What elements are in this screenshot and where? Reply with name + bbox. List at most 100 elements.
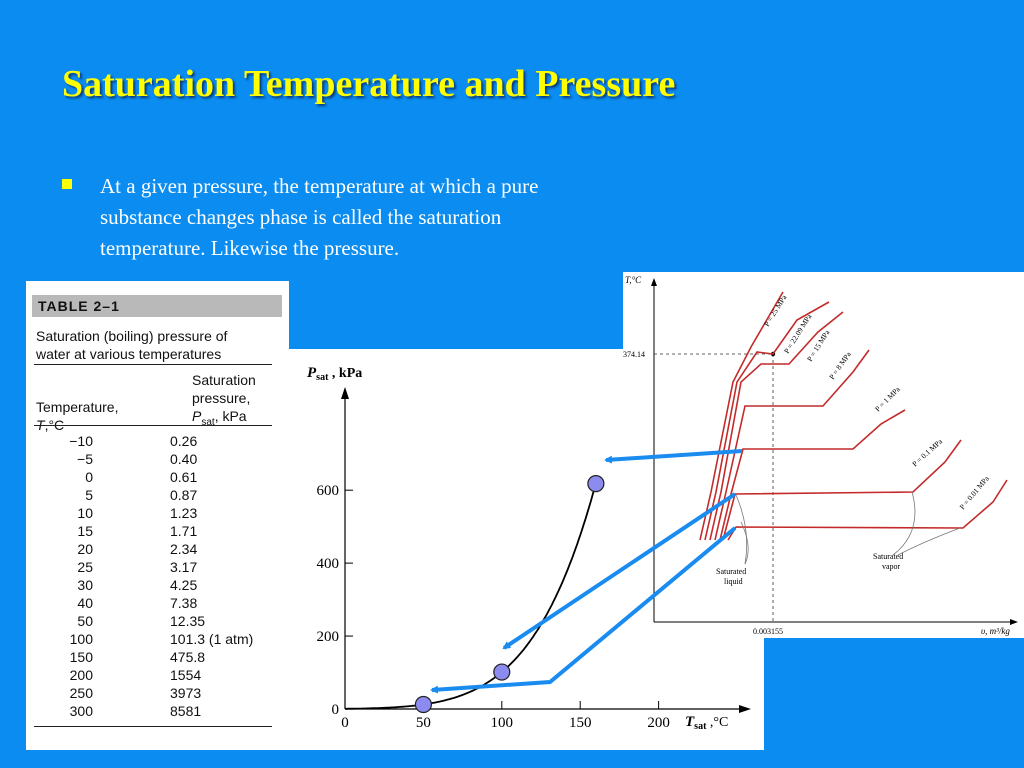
sat-liquid-label-2: liquid xyxy=(724,577,743,586)
table-cell-temperature: 40 xyxy=(77,595,93,611)
bullet-text: At a given pressure, the temperature at … xyxy=(100,174,539,260)
table-heading: TABLE 2–1 xyxy=(32,295,282,317)
table-cell-pressure: 1.23 xyxy=(170,505,198,521)
table-cell-temperature: 25 xyxy=(77,559,93,575)
slide-title: Saturation Temperature and Pressure xyxy=(62,63,676,105)
tv-v-axis-label: υ, m³/kg xyxy=(981,626,1010,636)
col-pressure-label-1: Saturation xyxy=(192,372,256,388)
graph-ticks: 0 200 400 600 0 50 100 150 200 xyxy=(317,483,670,731)
isobar-line xyxy=(699,291,784,541)
isobar-label: P = 0.01 MPa xyxy=(958,474,992,512)
saturation-table: TABLE 2–1 Saturation (boiling) pressure … xyxy=(26,281,289,750)
isobar-label: P = 0.1 MPa xyxy=(910,436,944,468)
table-cell-temperature: 20 xyxy=(77,541,93,557)
col-temperature-label: Temperature, xyxy=(36,399,119,415)
isobar-line xyxy=(704,301,830,541)
table-cell-pressure: 4.25 xyxy=(170,577,198,593)
table-row: −10 0.26 xyxy=(26,432,289,450)
table-column-temperature-header: Temperature, T,°C xyxy=(36,398,118,434)
table-cell-temperature: 15 xyxy=(77,523,93,539)
sat-vapor-pointer xyxy=(892,491,916,556)
table-caption: Saturation (boiling) pressure of water a… xyxy=(36,327,276,363)
table-row: 10 1.23 xyxy=(26,504,289,522)
graph-y-label: Psat , kPa xyxy=(307,365,362,383)
graph-y-tick-label: 0 xyxy=(332,702,340,718)
col-pressure-symbol: Psat, kPa xyxy=(192,407,256,432)
sat-vapor-pointer-2 xyxy=(897,527,961,556)
graph-y-arrow-icon xyxy=(341,387,349,399)
table-cell-temperature: 30 xyxy=(77,577,93,593)
graph-x-tick-label: 0 xyxy=(341,715,349,731)
table-cell-temperature: −10 xyxy=(69,433,93,449)
critical-vol-label: 0.003155 xyxy=(753,627,783,636)
graph-x-tick-label: 100 xyxy=(491,715,514,731)
table-cell-temperature: 50 xyxy=(77,613,93,629)
isobar-label: P = 25 MPa xyxy=(762,293,789,328)
critical-temp-label: 374.14 xyxy=(623,350,645,359)
pressure-symbol: P xyxy=(192,408,202,424)
table-cell-temperature: 0 xyxy=(85,469,93,485)
table-row: 150 475.8 xyxy=(26,648,289,666)
isobar-label: P = 15 MPa xyxy=(805,328,832,363)
table-rule-top xyxy=(34,364,272,365)
col-pressure-label-2: pressure, xyxy=(192,390,251,406)
table-cell-pressure: 1.71 xyxy=(170,523,198,539)
isobar-line xyxy=(709,311,844,541)
graph-y-tick-label: 200 xyxy=(317,629,340,645)
graph-x-tick-label: 150 xyxy=(569,715,592,731)
isobar-label: P = 1 MPa xyxy=(873,384,902,413)
table-row: 250 3973 xyxy=(26,684,289,702)
tv-diagram-svg: T,°C υ, m³/kg 374.14 0.003155 P = 25 MPa… xyxy=(623,275,1018,636)
graph-x-label: Tsat ,°C xyxy=(685,714,728,732)
table-cell-pressure: 3.17 xyxy=(170,559,198,575)
graph-x-label-subscript: sat xyxy=(694,721,707,732)
table-row: 5 0.87 xyxy=(26,486,289,504)
table-row: −5 0.40 xyxy=(26,450,289,468)
isobar-line xyxy=(719,409,906,541)
table-row: 15 1.71 xyxy=(26,522,289,540)
table-cell-temperature: 10 xyxy=(77,505,93,521)
tv-v-axis-arrow-icon xyxy=(1010,619,1018,625)
table-cell-pressure: 7.38 xyxy=(170,595,198,611)
table-cell-pressure: 0.26 xyxy=(170,433,198,449)
table-cell-pressure: 12.35 xyxy=(170,613,206,629)
isobar-line xyxy=(714,349,870,541)
table-caption-line-1: Saturation (boiling) pressure of xyxy=(36,328,228,344)
graph-x-tick-label: 50 xyxy=(416,715,431,731)
graph-y-tick-label: 600 xyxy=(317,483,340,499)
table-cell-pressure: 2.34 xyxy=(170,541,198,557)
graph-y-tick-label: 400 xyxy=(317,556,340,572)
table-row: 200 1554 xyxy=(26,666,289,684)
table-rule-header xyxy=(34,425,272,426)
table-cell-pressure: 3973 xyxy=(170,685,202,701)
table-cell-temperature: 5 xyxy=(85,487,93,503)
sat-liquid-pointer xyxy=(735,494,748,565)
table-row: 25 3.17 xyxy=(26,558,289,576)
sat-vapor-label-1: Saturated xyxy=(873,552,903,561)
table-cell-temperature: 150 xyxy=(69,649,93,665)
sat-liquid-pointer-2 xyxy=(740,521,749,565)
sat-liquid-label-1: Saturated xyxy=(716,567,746,576)
table-caption-line-2: water at various temperatures xyxy=(36,346,222,362)
graph-x-label-unit: ,°C xyxy=(706,715,728,730)
graph-y-label-subscript: sat xyxy=(316,372,329,383)
table-column-pressure-header: Saturation pressure, Psat, kPa xyxy=(192,371,256,432)
table-cell-pressure: 0.87 xyxy=(170,487,198,503)
table-cell-pressure: 0.61 xyxy=(170,469,198,485)
tv-t-axis-arrow-icon xyxy=(651,278,657,286)
table-row: 20 2.34 xyxy=(26,540,289,558)
graph-x-tick-label: 200 xyxy=(647,715,670,731)
graph-y-label-symbol: P xyxy=(307,365,317,381)
table-cell-temperature: −5 xyxy=(77,451,93,467)
table-cell-temperature: 300 xyxy=(69,703,93,719)
saturation-curve xyxy=(345,477,599,710)
table-row: 50 12.35 xyxy=(26,612,289,630)
graph-y-label-unit: , kPa xyxy=(328,366,362,381)
table-cell-pressure: 101.3 (1 atm) xyxy=(170,631,254,647)
table-row: 300 8581 xyxy=(26,702,289,720)
sat-vapor-label-2: vapor xyxy=(882,562,901,571)
table-cell-temperature: 250 xyxy=(69,685,93,701)
table-cell-temperature: 200 xyxy=(69,667,93,683)
pressure-unit: , kPa xyxy=(214,408,247,424)
